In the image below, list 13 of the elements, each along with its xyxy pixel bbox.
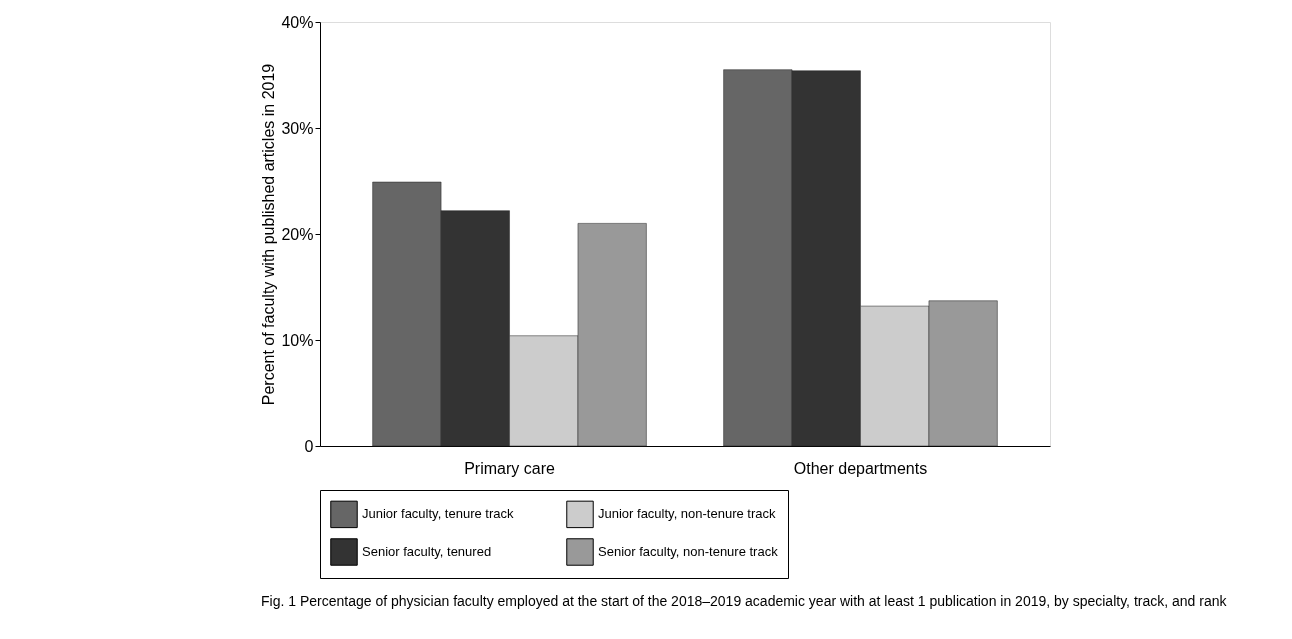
y-tick-label: 10% [281,331,314,349]
legend-label: Senior faculty, tenured [362,544,492,559]
caption: Fig. 1 Percentage of physician faculty employed at the start of the 2018–2019 academic year with at least 1 publication in 2019, by specialty, track, and rank [260,592,1228,609]
y-tick-label: 20% [281,225,314,243]
x-tick-label: Other departments [793,459,928,477]
y-axis-title: Percent of faculty with published articles in 2019 [260,63,278,406]
x-tick-label: Primary care [464,459,555,477]
y-tick-label: 0 [304,437,314,455]
y-tick-label: 30% [281,119,314,137]
legend-label: Senior faculty, non-tenure track [598,544,779,559]
y-tick-label: 40% [281,13,314,31]
legend-label: Junior faculty, tenure track [362,506,514,522]
legend-label: Junior faculty, non-tenure track [598,506,777,522]
